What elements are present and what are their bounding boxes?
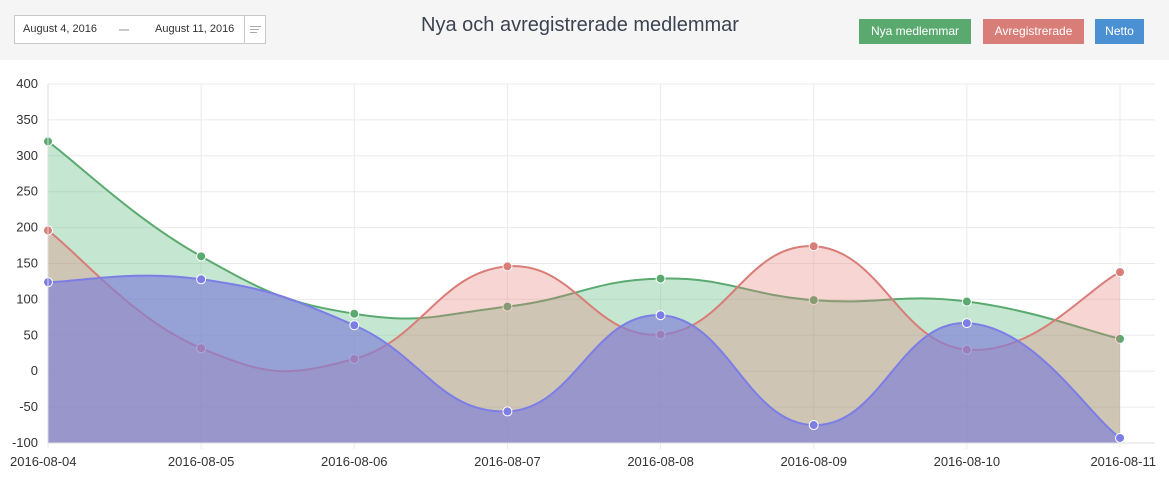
y-tick-label: 200	[16, 220, 38, 235]
series-area-netto	[48, 275, 1120, 443]
data-point-nya-medlemmar	[961, 296, 972, 307]
x-tick-label: 2016-08-06	[321, 454, 388, 469]
legend-button-nya-medlemmar[interactable]: Nya medlemmar	[859, 19, 971, 44]
header-bar: August 4, 2016 August 11, 2016 Nya och a…	[0, 0, 1169, 60]
x-tick-label: 2016-08-09	[780, 454, 847, 469]
y-tick-label: 0	[31, 363, 38, 378]
y-tick-label: 350	[16, 112, 38, 127]
series-line-nya-medlemmar	[47, 140, 1121, 340]
data-point-avregistrerade	[808, 241, 819, 252]
x-tick-label: 2016-08-08	[627, 454, 694, 469]
data-point-netto	[961, 318, 972, 329]
data-point-nya-medlemmar	[655, 273, 666, 284]
area-chart: 400 350 300 250 200 150 100 50 0 -50 -100 2016-08-0…	[10, 76, 1156, 469]
y-tick-label: 50	[24, 327, 38, 342]
data-point-netto	[349, 320, 360, 331]
y-tick-label: 150	[16, 256, 38, 271]
legend-button-netto[interactable]: Netto	[1095, 19, 1144, 44]
data-point-netto	[502, 406, 513, 417]
x-tick-label: 2016-08-11	[1090, 454, 1156, 469]
y-tick-label: 250	[16, 184, 38, 199]
page-title: Nya och avregistrerade medlemmar	[421, 14, 739, 36]
x-tick-label: 2016-08-10	[934, 454, 1001, 469]
x-tick-label: 2016-08-04	[10, 454, 77, 469]
data-point-netto	[196, 274, 207, 285]
data-point-nya-medlemmar	[808, 295, 819, 306]
menu-icon[interactable]	[244, 16, 265, 43]
date-start[interactable]: August 4, 2016	[23, 23, 98, 35]
x-tick-label: 2016-08-05	[168, 454, 235, 469]
y-tick-label: -50	[19, 399, 38, 414]
series-line-netto	[47, 274, 1121, 439]
date-range-picker[interactable]: August 4, 2016 August 11, 2016	[14, 15, 266, 44]
data-point-nya-medlemmar	[502, 301, 513, 312]
data-point-netto	[655, 310, 666, 321]
date-separator	[119, 29, 129, 31]
y-tick-label: 100	[16, 291, 38, 306]
data-point-nya-medlemmar	[196, 251, 207, 262]
data-point-avregistrerade	[1115, 267, 1125, 278]
y-tick-label: 300	[16, 148, 38, 163]
data-point-avregistrerade	[502, 261, 513, 272]
legend-button-avregistrerade[interactable]: Avregistrerade	[983, 19, 1084, 44]
y-tick-label: -100	[12, 435, 38, 450]
y-tick-label: 400	[16, 76, 38, 91]
data-point-netto	[1115, 432, 1125, 443]
date-end[interactable]: August 11, 2016	[155, 23, 235, 35]
data-point-nya-medlemmar	[349, 308, 360, 319]
data-point-nya-medlemmar	[1115, 333, 1125, 344]
data-point-netto	[808, 420, 819, 431]
x-tick-label: 2016-08-07	[474, 454, 541, 469]
